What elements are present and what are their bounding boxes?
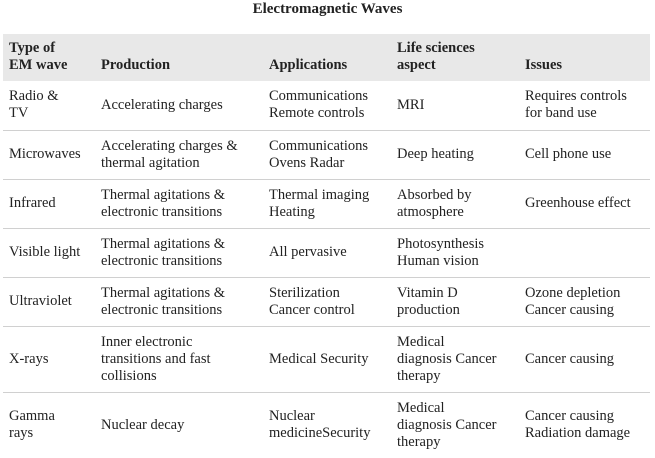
- table-row: Ultraviolet Thermal agitations & electro…: [3, 277, 650, 327]
- cell-production: Nuclear decay: [101, 416, 185, 433]
- cell-life-sciences: Deep heating: [391, 130, 519, 180]
- cell-production: Thermal agitations & electronic transiti…: [95, 228, 263, 278]
- table-row: Visible light Thermal agitations & elect…: [3, 228, 650, 278]
- cell-type: Infrared: [3, 179, 95, 229]
- cell-issues: Ozone depletion Cancer causing: [519, 277, 650, 327]
- cell-life-sciences: MRI: [391, 81, 519, 131]
- cell-type: Visible light: [3, 228, 95, 278]
- em-waves-table: Type of EM wave Production Applications …: [3, 34, 650, 458]
- cell-applications: Nuclear medicineSecurity: [269, 408, 371, 441]
- cell-applications: Thermal imaging Heating: [263, 179, 391, 229]
- cell-production: Accelerating charges: [95, 81, 263, 131]
- cell-type: Microwaves: [3, 130, 95, 180]
- cell-applications: Communications Remote controls: [263, 81, 391, 131]
- cell-issues: Cancer causing Radiation damage: [525, 408, 631, 441]
- cell-type: Ultraviolet: [3, 277, 95, 327]
- table-row: Microwaves Accelerating charges & therma…: [3, 130, 650, 180]
- cell-issues: Cell phone use: [519, 130, 650, 180]
- cell-life-sciences: Absorbed by atmosphere: [391, 179, 519, 229]
- page-title: Electromagnetic Waves: [252, 1, 403, 17]
- cell-life-sciences: Vitamin D production: [391, 277, 519, 327]
- cell-life-sciences: Medical diagnosis Cancer therapy: [391, 326, 519, 393]
- cell-issues: Cancer causing: [519, 326, 650, 393]
- cell-life-sciences: Photosynthesis Human vision: [391, 228, 519, 278]
- cell-production: Thermal agitations & electronic transiti…: [95, 277, 263, 327]
- header-applications: Applications: [263, 34, 391, 81]
- table-row: Infrared Thermal agitations & electronic…: [3, 179, 650, 229]
- cell-type: Gamma rays: [9, 408, 55, 441]
- table-row: Gamma rays Nuclear decay Nuclear medicin…: [3, 392, 650, 458]
- cell-issues: Requires controls for band use: [519, 81, 650, 131]
- cell-production: Accelerating charges & thermal agitation: [95, 130, 263, 180]
- cell-life-sciences: Medical diagnosis Cancer therapy: [397, 399, 497, 450]
- cell-production: Thermal agitations & electronic transiti…: [95, 179, 263, 229]
- cell-issues: [519, 228, 650, 278]
- cell-production: Inner electronic transitions and fast co…: [95, 326, 263, 393]
- header-row: Type of EM wave Production Applications …: [3, 34, 650, 81]
- cell-type: X-rays: [3, 326, 95, 393]
- cell-applications: All pervasive: [263, 228, 391, 278]
- table-row: X-rays Inner electronic transitions and …: [3, 326, 650, 393]
- header-issues: Issues: [519, 34, 650, 81]
- cell-issues: Greenhouse effect: [519, 179, 650, 229]
- table-row: Radio & TV Accelerating charges Communic…: [3, 81, 650, 131]
- cell-applications: Medical Security: [263, 326, 391, 393]
- header-type: Type of EM wave: [3, 34, 95, 81]
- cell-type: Radio & TV: [3, 81, 95, 131]
- header-production: Production: [95, 34, 263, 81]
- header-life-sciences: Life sciences aspect: [391, 34, 519, 81]
- cell-applications: Sterilization Cancer control: [263, 277, 391, 327]
- cell-applications: Communications Ovens Radar: [263, 130, 391, 180]
